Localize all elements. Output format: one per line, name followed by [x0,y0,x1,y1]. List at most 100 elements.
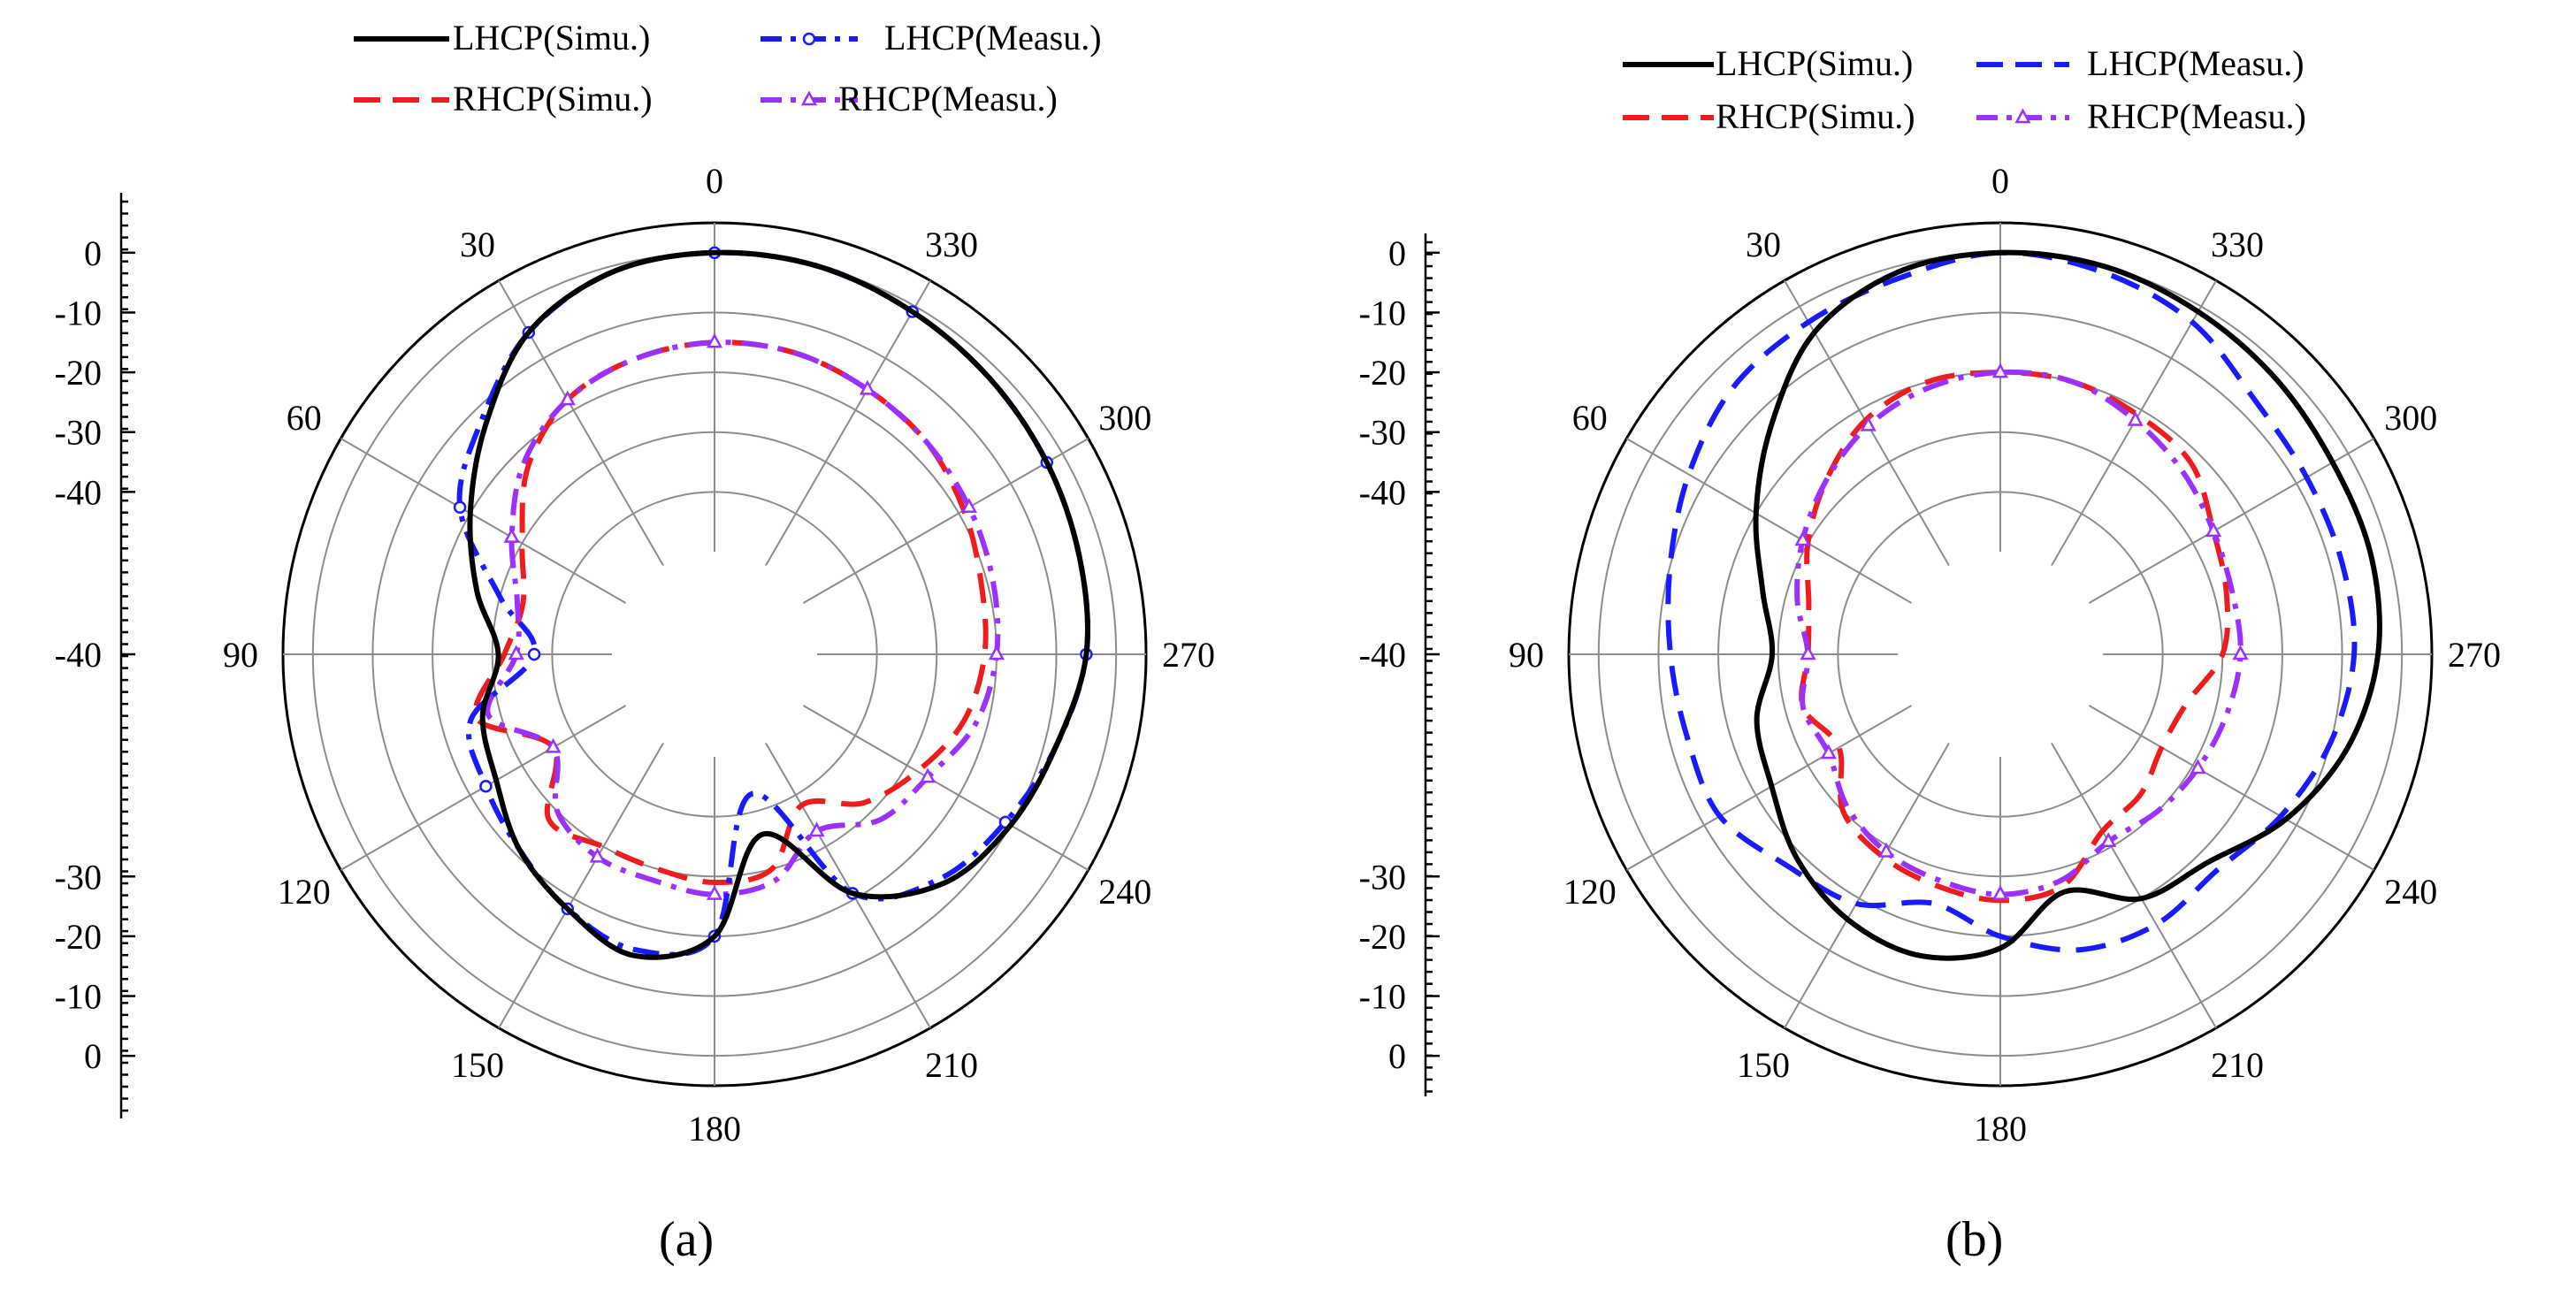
angle-tick-label: 60 [1572,398,1608,438]
data-point-marker [503,527,520,543]
legend-marker [2014,108,2031,124]
data-point-marker [706,884,723,900]
legend-label-rhcp-measu: RHCP(Measu.) [838,79,1058,118]
spoke-line [2051,742,2217,1029]
data-point-marker [1800,645,1816,660]
angle-tick-label: 0 [1991,161,2009,201]
angle-tick-label: 210 [2211,1045,2264,1085]
panel-a-caption: (a) [659,1212,714,1267]
data-point-marker [508,645,524,660]
angle-tick-label: 300 [2384,398,2437,438]
radial-tick-label: -20 [55,917,102,957]
series-line-lhcp-simu [1753,249,2382,961]
data-point-marker [545,737,562,753]
angle-tick-label: 30 [460,225,495,264]
panel-a-legend: LHCP(Simu.) LHCP(Measu.) RHCP(Simu.) RHCP(M… [354,18,1102,118]
series-line-lhcp-measu [456,249,1091,958]
legend-label-rhcp-simu: RHCP(Simu.) [1716,96,1915,136]
radial-tick-label: -40 [55,472,102,512]
data-point-marker [1991,363,2009,378]
radial-tick-label: -30 [1359,413,1406,453]
data-point-marker [859,379,876,395]
angle-tick-label: 180 [688,1109,741,1149]
angle-tick-label: 270 [2448,635,2501,675]
legend-label-lhcp-measu: LHCP(Measu.) [2087,43,2305,83]
angle-tick-label: 150 [451,1045,504,1085]
data-point-marker [527,647,541,661]
radial-tick-label: 0 [1388,233,1406,273]
panel-b-caption: (b) [1945,1212,2003,1267]
data-point-marker [1820,744,1837,760]
data-point-marker [2190,759,2206,775]
data-point-marker [919,767,936,783]
radial-tick-label: -20 [1359,353,1406,393]
angle-tick-label: 270 [1162,635,1215,675]
angle-tick-label: 330 [2211,225,2264,264]
legend-marker [802,32,816,46]
series-line-lhcp-measu [1665,249,2358,953]
angle-tick-label: 90 [223,635,258,675]
data-point-marker [706,332,723,348]
radial-tick-label: -40 [1359,635,1406,675]
panel-b-plot: 0 30 60 90 120 150 180 210 240 270 300 330 0 -10 -20 -3… [1359,161,2501,1149]
spoke-line [1625,438,1913,604]
data-point-marker [2127,410,2144,426]
angle-tick-label: 120 [1563,872,1617,912]
panel-a-plot: 0 30 60 90 120 150 180 210 240 270 300 330 0 -10 -20 -3… [55,161,1215,1149]
data-point-marker [2232,645,2249,660]
spoke-line [340,438,627,604]
spoke-line [2088,705,2375,871]
data-point-marker [559,390,576,406]
angle-tick-label: 30 [1746,225,1781,264]
data-point-marker [453,500,467,515]
legend-marker [800,90,818,106]
panel-b-legend: LHCP(Simu.) LHCP(Measu.) RHCP(Simu.) RHCP(M… [1623,43,2306,136]
spoke-line [2088,438,2375,604]
angle-tick-label: 210 [925,1045,978,1085]
legend-label-rhcp-simu: RHCP(Simu.) [453,79,653,118]
radial-tick-label: -40 [1359,472,1406,512]
radial-tick-label: -10 [55,977,102,1017]
panel-a-polar-chart: LHCP(Simu.) LHCP(Measu.) RHCP(Simu.) RHCP(M… [55,18,1215,1267]
radial-tick-label: 0 [84,1036,102,1076]
angle-tick-label: 90 [1509,635,1544,675]
radial-tick-label: -30 [1359,857,1406,897]
radial-tick-label: -20 [55,353,102,393]
radial-tick-label: -10 [55,293,102,332]
series-line-rhcp-simu [472,340,989,885]
data-point-marker [2100,832,2117,848]
data-point-marker [1794,531,1811,546]
panel-b-polar-chart: LHCP(Simu.) LHCP(Measu.) RHCP(Simu.) RHCP(M… [1359,43,2501,1267]
series-line-rhcp-simu [1799,370,2231,904]
angle-tick-label: 240 [1098,872,1151,912]
series-line-lhcp-simu [467,249,1091,960]
spoke-line [802,705,1089,871]
data-point-marker [1860,416,1877,431]
spoke-line [1625,705,1913,871]
radial-tick-label: 0 [1388,1036,1406,1076]
data-point-marker [479,780,493,793]
angle-tick-label: 180 [1974,1109,2027,1149]
data-point-marker [589,847,606,863]
radial-tick-label: -30 [55,413,102,453]
data-point-marker [1877,842,1895,858]
spoke-line [765,279,931,567]
legend-label-rhcp-measu: RHCP(Measu.) [2087,96,2306,136]
angle-tick-label: 150 [1737,1045,1790,1085]
radial-tick-label: 0 [84,233,102,273]
legend-label-lhcp-simu: LHCP(Simu.) [1716,43,1913,83]
data-point-marker [808,821,825,837]
spoke-line [802,438,1089,604]
data-point-marker [1991,884,2009,900]
legend-label-lhcp-measu: LHCP(Measu.) [884,18,1102,57]
spoke-line [498,742,664,1029]
data-point-marker [988,645,1005,660]
legend-label-lhcp-simu: LHCP(Simu.) [453,18,650,57]
radial-tick-label: -40 [55,635,102,675]
radial-tick-label: -10 [1359,977,1406,1017]
radial-tick-label: -10 [1359,293,1406,332]
spoke-line [765,742,931,1029]
angle-tick-label: 0 [706,161,723,201]
angle-tick-label: 120 [278,872,331,912]
angle-tick-label: 300 [1098,398,1151,438]
